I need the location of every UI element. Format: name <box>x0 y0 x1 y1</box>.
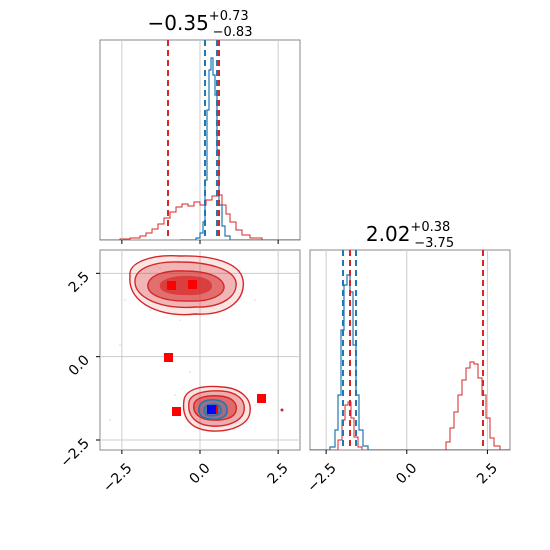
x-tick-label: 2.5 <box>265 460 292 487</box>
red-marker <box>164 353 173 362</box>
red-histogram-top <box>100 194 300 240</box>
x-tick-label: 0.0 <box>393 460 420 487</box>
ticks-right: −2.5 0.0 2.5 <box>304 450 501 496</box>
scatter-dots <box>109 267 256 421</box>
x-tick-label: −2.5 <box>100 460 135 495</box>
right-panel-title: 2.02+0.38 −3.75 <box>366 220 454 251</box>
red-marker <box>172 407 181 416</box>
red-marker <box>257 394 266 403</box>
y-tick-label: 0.0 <box>66 352 93 379</box>
y-tick-label: −2.5 <box>57 436 92 471</box>
red-outlier-dot <box>280 408 284 412</box>
blue-histogram-top <box>180 57 300 240</box>
grid-top <box>121 40 279 240</box>
x-tick-label: −2.5 <box>304 460 339 495</box>
blue-marker <box>207 405 216 414</box>
panel-right-histogram: −2.5 0.0 2.5 2.02+0.38 −3.75 <box>304 220 511 496</box>
red-marker <box>188 280 197 289</box>
blue-histogram-right <box>310 274 510 450</box>
red-contour-upper <box>129 255 244 316</box>
ticks-top <box>121 240 279 244</box>
red-marker <box>167 281 176 290</box>
y-tick-label: 2.5 <box>66 269 93 296</box>
x-tick-label: 2.5 <box>474 460 501 487</box>
x-tick-label: 0.0 <box>187 460 214 487</box>
top-panel-title: −0.35+0.73 −0.83 <box>148 9 253 40</box>
grid-right <box>325 250 488 450</box>
panel-top-histogram: −0.35+0.73 −0.83 <box>99 9 301 244</box>
panel-joint-contour: −2.5 0.0 2.5 −2.5 0.0 2.5 <box>57 249 301 496</box>
red-histogram-right <box>310 361 510 450</box>
